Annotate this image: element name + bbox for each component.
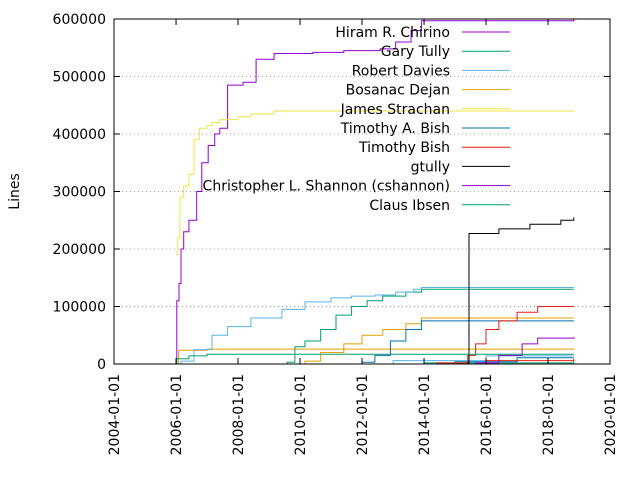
legend-label-2: Robert Davies — [352, 63, 450, 79]
series-line-4 — [176, 110, 575, 256]
x-tick-label-1: 2006-01-01 — [169, 374, 185, 455]
series-line-6 — [176, 306, 574, 365]
series-line-9 — [176, 353, 574, 365]
series-line-8 — [176, 337, 575, 365]
x-tick-label-3: 2010-01-01 — [293, 374, 309, 455]
legend-label-6: Timothy Bish — [358, 140, 450, 156]
legend-label-3: Bosanac Dejan — [346, 83, 450, 99]
y-axis-label: Lines — [7, 173, 23, 209]
series-line-0 — [176, 19, 575, 365]
y-tick-label-5: 500000 — [53, 70, 106, 86]
x-tick-label-4: 2012-01-01 — [355, 374, 371, 455]
y-tick-label-4: 400000 — [53, 127, 106, 143]
x-tick-label-5: 2014-01-01 — [417, 374, 433, 455]
x-tick-label-7: 2018-01-01 — [541, 374, 557, 455]
legend-label-0: Hiram R. Chirino — [335, 25, 450, 41]
legend-label-8: Christopher L. Shannon (cshannon) — [203, 179, 450, 195]
y-tick-label-0: 0 — [97, 357, 106, 373]
y-tick-label-6: 600000 — [53, 12, 106, 28]
y-tick-label-3: 300000 — [53, 185, 106, 201]
x-tick-label-2: 2008-01-01 — [231, 374, 247, 455]
legend-label-4: James Strachan — [340, 102, 450, 118]
series-line-5 — [176, 320, 574, 365]
series-line-7 — [176, 217, 575, 365]
x-tick-label-8: 2020-01-01 — [603, 374, 619, 455]
y-tick-label-1: 100000 — [53, 300, 106, 316]
legend-label-1: Gary Tully — [381, 44, 450, 60]
legend-label-7: gtully — [411, 159, 450, 175]
axis-ticks: 0 100000 200000 300000 400000 500000 600000 200… — [53, 12, 619, 455]
series-line-3 — [176, 317, 574, 365]
y-tick-label-2: 200000 — [53, 242, 106, 258]
legend-label-5: Timothy A. Bish — [340, 121, 450, 137]
x-tick-label-6: 2016-01-01 — [479, 374, 495, 455]
x-tick-label-0: 2004-01-01 — [107, 374, 123, 455]
legend-label-9: Claus Ibsen — [369, 198, 450, 214]
legend: Hiram R. Chirino Gary Tully Robert Davies B… — [203, 25, 510, 214]
series-line-2 — [176, 287, 574, 365]
